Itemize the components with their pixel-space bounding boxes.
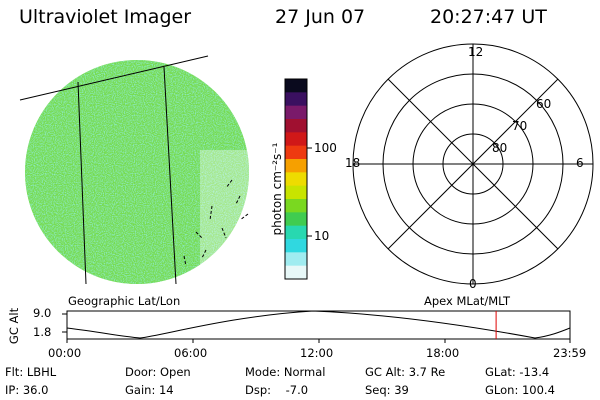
colorbar-band xyxy=(285,172,307,187)
gc-alt-axis-label: GC Alt xyxy=(7,307,21,345)
instrument-title: Ultraviolet Imager xyxy=(19,6,192,28)
status-dsp: Dsp: -7.0 xyxy=(245,383,309,397)
colorbar-band xyxy=(285,145,307,160)
geographic-caption: Geographic Lat/Lon xyxy=(68,294,181,308)
uv-earth-image xyxy=(20,60,260,294)
alt-tick-9: 9.0 xyxy=(33,306,52,320)
time-tick-1800: 18:00 xyxy=(426,346,460,360)
geographic-grid-lines xyxy=(19,55,249,285)
status-seq: Seq: 39 xyxy=(365,383,409,397)
status-gc-alt: GC Alt: 3.7 Re xyxy=(365,365,446,379)
time-tick-0600: 06:00 xyxy=(174,346,208,360)
colorbar-band xyxy=(285,199,307,213)
colorbar-band xyxy=(285,225,307,240)
colorbar xyxy=(285,79,307,280)
status-glon: GLon: 100.4 xyxy=(485,383,555,397)
colorbar-band xyxy=(285,185,307,200)
colorbar-band xyxy=(285,265,307,280)
colorbar-band xyxy=(285,212,307,227)
status-glat: GLat: -13.4 xyxy=(485,365,550,379)
lat-label-80: 80 xyxy=(492,141,508,155)
mlt-label-18: 18 xyxy=(345,156,361,170)
colorbar-band xyxy=(285,119,307,133)
status-filter: Flt: LBHL xyxy=(5,365,57,379)
mlt-label-6: 6 xyxy=(576,156,584,170)
colorbar-band xyxy=(285,239,307,253)
mlt-label-0: 0 xyxy=(469,277,477,291)
colorbar-band xyxy=(285,105,307,120)
date-label: 27 Jun 07 xyxy=(275,6,366,28)
colorbar-tick-100: 100 xyxy=(314,141,337,155)
status-mode: Mode: Normal xyxy=(245,365,326,379)
time-label: 20:27:47 UT xyxy=(430,6,547,28)
time-tick-0000: 00:00 xyxy=(48,346,82,360)
colorbar-band xyxy=(285,92,307,107)
colorbar-unit-label: photon cm⁻²s⁻¹ xyxy=(270,142,284,236)
time-tick-1200: 12:00 xyxy=(300,346,334,360)
colorbar-band xyxy=(285,132,307,147)
status-gain: Gain: 14 xyxy=(125,383,174,397)
colorbar-band xyxy=(285,252,307,267)
mlt-label-12: 12 xyxy=(468,45,484,59)
time-tick-2359: 23:59 xyxy=(553,346,587,360)
apex-caption: Apex MLat/MLT xyxy=(424,294,511,308)
colorbar-band xyxy=(285,159,307,173)
lat-label-70: 70 xyxy=(512,119,528,133)
status-ip: IP: 36.0 xyxy=(5,383,49,397)
altitude-strip-frame xyxy=(66,310,571,340)
altitude-curve xyxy=(66,310,571,339)
status-door: Door: Open xyxy=(125,365,191,379)
lat-label-60: 60 xyxy=(536,97,552,111)
alt-tick-1-8: 1.8 xyxy=(33,325,52,339)
colorbar-tick-10: 10 xyxy=(314,229,330,243)
polar-plot xyxy=(352,43,594,285)
colorbar-band xyxy=(285,79,307,93)
